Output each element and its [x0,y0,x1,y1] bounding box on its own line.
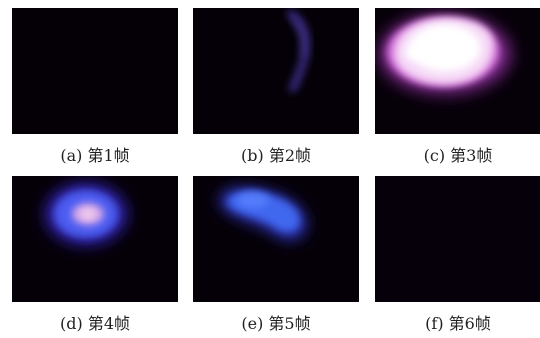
frame-1-caption: (a) 第1帧 [60,146,130,165]
frame-3-caption: (c) 第3帧 [423,146,493,165]
frame-4-image [12,176,178,302]
frame-4-caption: (d) 第4帧 [60,314,130,333]
frame-5-blue-crescent [193,176,359,302]
frame-3-bright-blob [375,8,540,134]
frame-3-image [375,8,540,134]
frame-5-caption: (e) 第5帧 [241,314,311,333]
frame-6-caption: (f) 第6帧 [425,314,491,333]
frame-2-image [193,8,359,134]
frame-4-blue-blob [12,176,178,302]
frame-2-faint-streak [193,8,359,134]
frame-5-image [193,176,359,302]
frame-6-dark-field [375,176,540,302]
frame-1-image [12,8,178,134]
frame-2-caption: (b) 第2帧 [241,146,311,165]
frame-1-dark-field [12,8,178,134]
frame-6-image [375,176,540,302]
